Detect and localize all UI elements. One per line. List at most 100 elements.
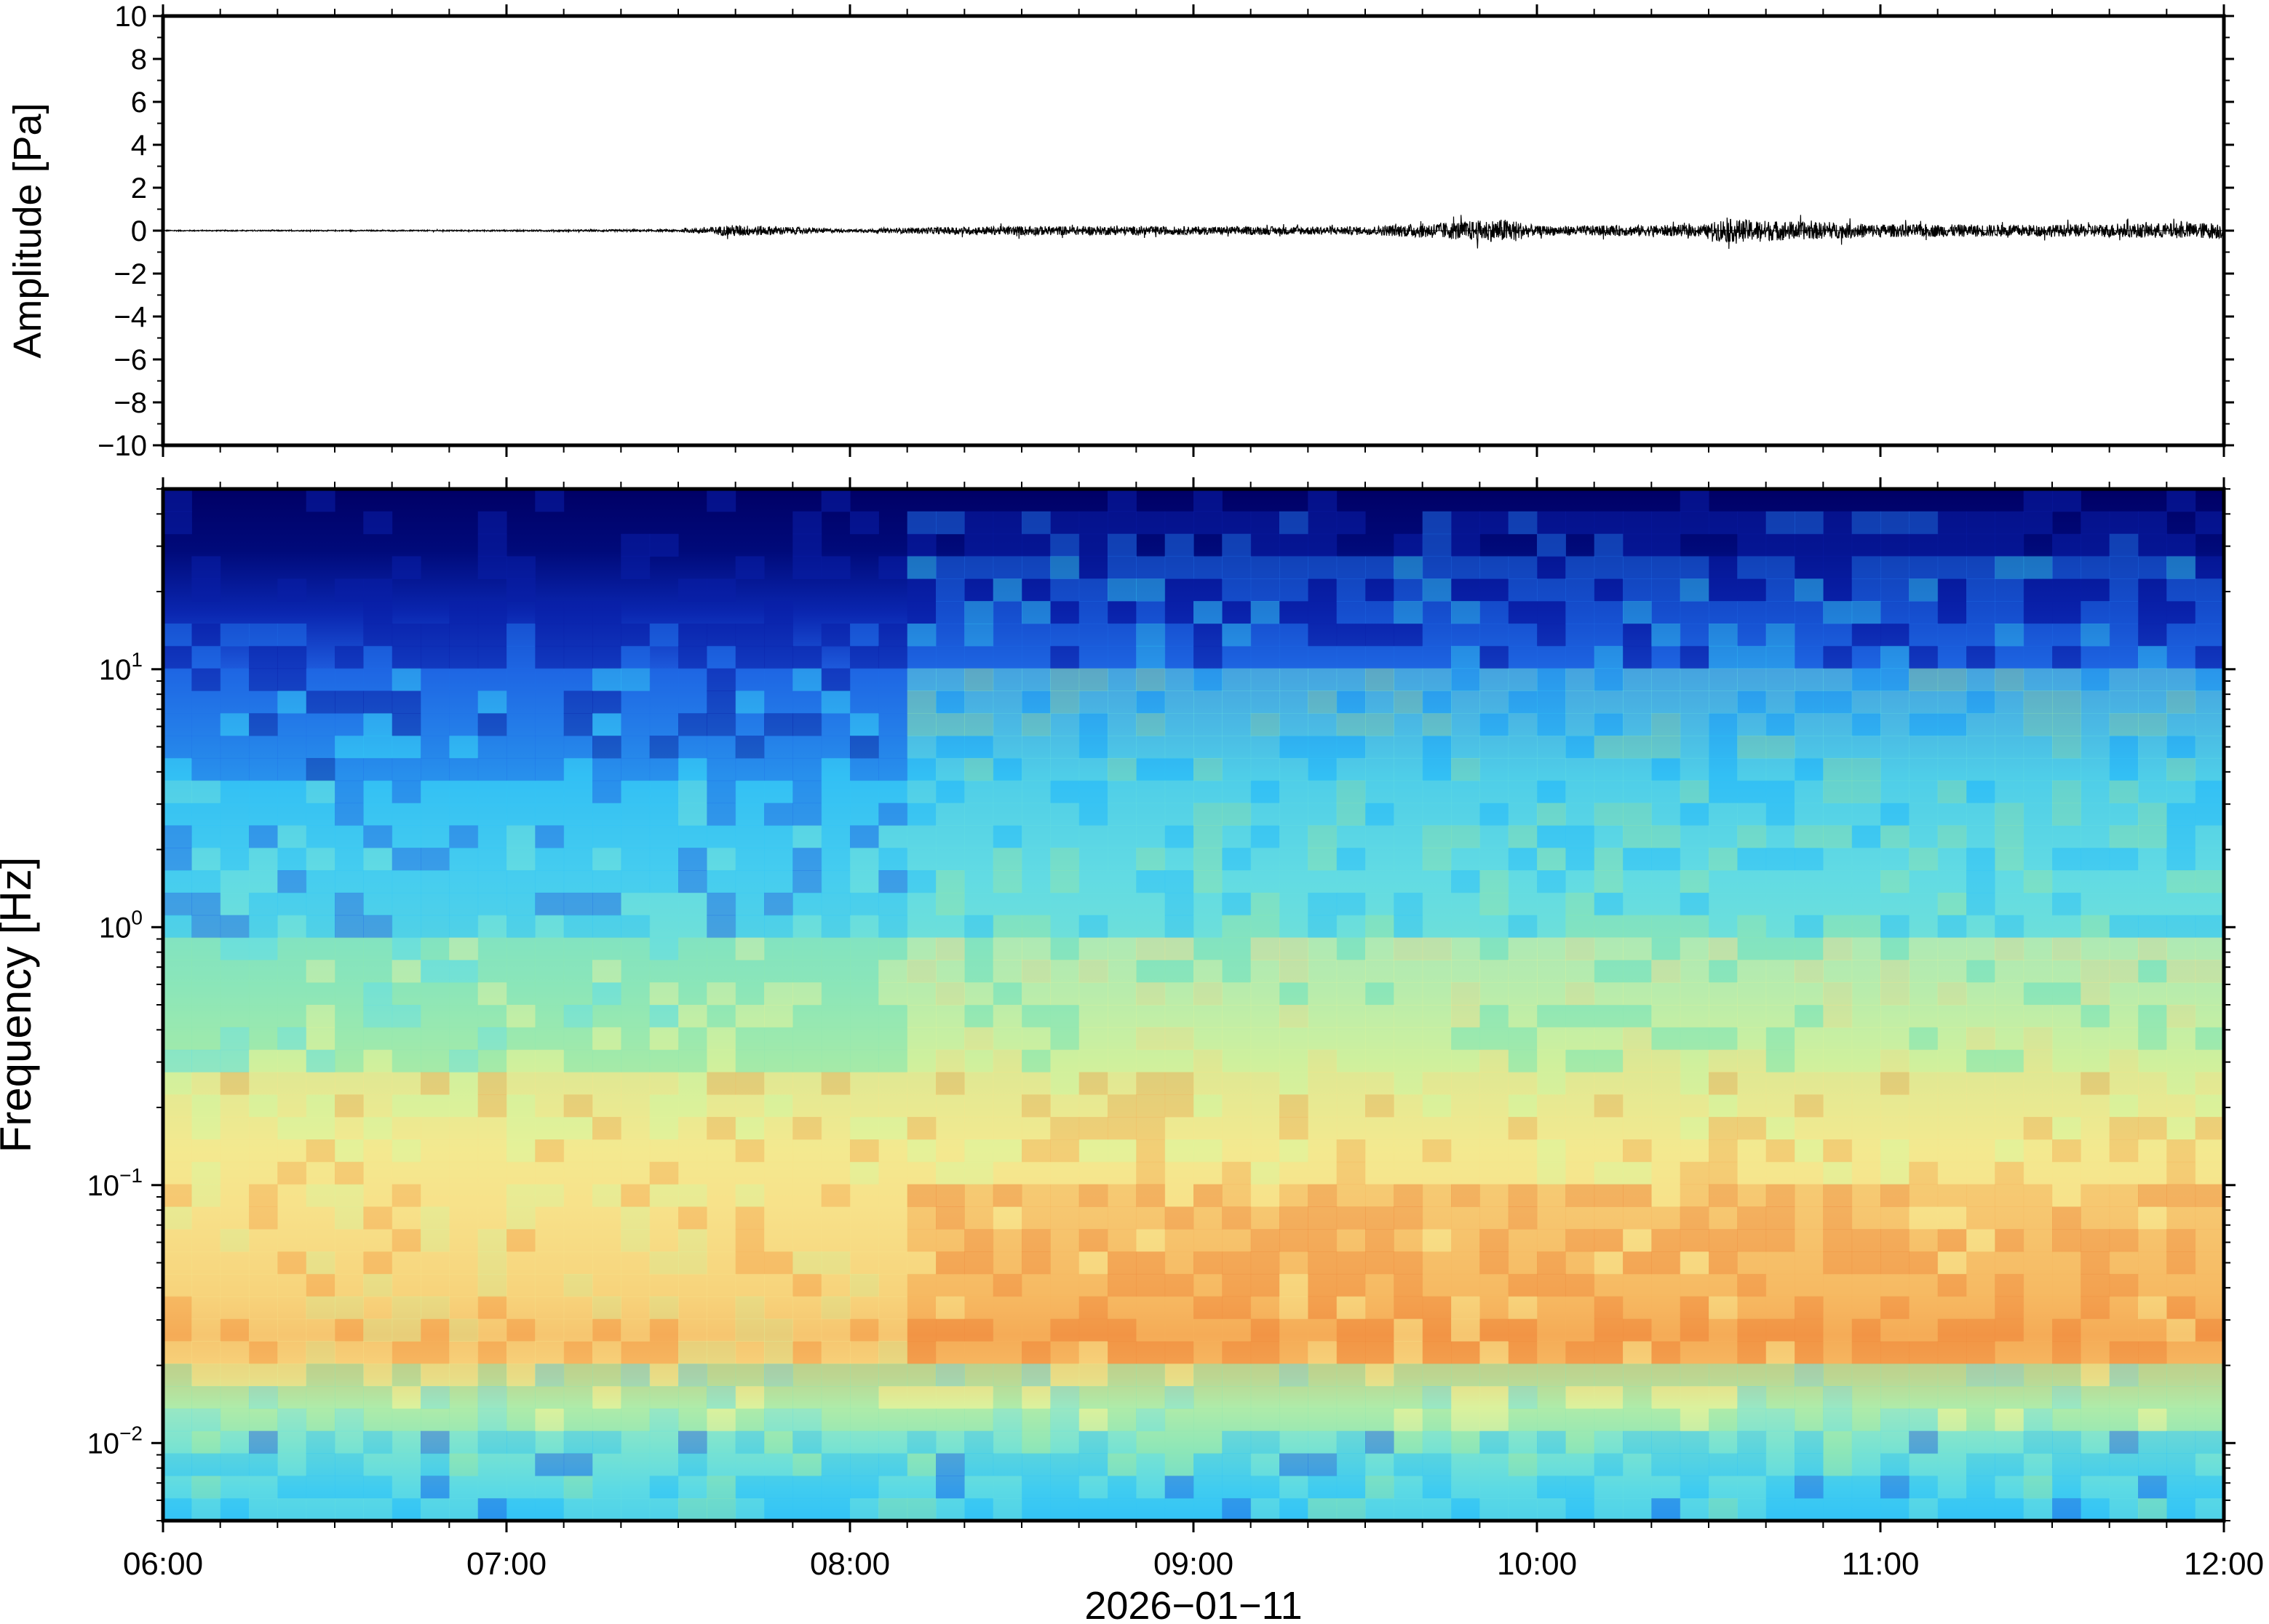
spectrogram-cell — [707, 1117, 736, 1140]
spectrogram-cell — [1909, 1476, 1939, 1499]
spectrogram-cell — [1909, 1364, 1939, 1387]
spectrogram-cell — [649, 1184, 679, 1207]
spectrogram-cell — [421, 915, 450, 939]
spectrogram-cell — [1909, 1229, 1939, 1252]
spectrogram-cell — [1050, 1139, 1080, 1163]
spectrogram-cell — [506, 825, 536, 848]
spectrogram-cell — [1050, 937, 1080, 960]
spectrogram-cell — [1966, 1341, 1995, 1364]
spectrogram-cell — [220, 1318, 250, 1342]
spectrogram-cell — [1336, 870, 1366, 893]
spectrogram-cell — [563, 1206, 593, 1230]
spectrogram-cell — [1050, 848, 1080, 871]
spectrogram-cell — [878, 870, 908, 893]
spectrogram-cell — [1078, 1498, 1108, 1521]
spectrogram-cell — [1765, 1184, 1795, 1207]
spectrogram-cell — [1737, 1072, 1767, 1095]
spectrogram-cell — [220, 1386, 250, 1409]
spectrogram-cell — [2109, 1027, 2139, 1051]
spectrogram-cell — [1680, 960, 1709, 983]
spectrogram-cell — [1508, 578, 1538, 602]
spectrogram-cell — [1795, 1498, 1824, 1521]
spectrogram-cell — [764, 1094, 793, 1118]
spectrogram-cell — [993, 1094, 1022, 1118]
time-tick-label: 12:00 — [2184, 1546, 2264, 1582]
spectrogram-cell — [764, 1453, 793, 1476]
spectrogram-cell — [2109, 1386, 2139, 1409]
spectrogram-cell — [506, 1273, 536, 1297]
spectrogram-cell — [1765, 1386, 1795, 1409]
frequency-tick-label: 10−2 — [87, 1422, 143, 1460]
spectrogram-cell — [1365, 1476, 1394, 1499]
spectrogram-cell — [1078, 757, 1108, 781]
spectrogram-cell — [392, 645, 421, 669]
spectrogram-cell — [964, 848, 994, 871]
spectrogram-cell — [2052, 1184, 2081, 1207]
spectrogram-cell — [1966, 1117, 1995, 1140]
spectrogram-cell — [1022, 578, 1051, 602]
spectrogram-cell — [1308, 489, 1338, 512]
spectrogram-cell — [936, 578, 965, 602]
spectrogram-cell — [1680, 1049, 1709, 1073]
spectrogram-cell — [1279, 915, 1308, 939]
spectrogram-cell — [363, 780, 393, 804]
spectrogram-cell — [1422, 1094, 1452, 1118]
spectrogram-cell — [1966, 757, 1995, 781]
spectrogram-cell — [1336, 690, 1366, 714]
spectrogram-cell — [1250, 645, 1280, 669]
spectrogram-cell — [306, 1386, 335, 1409]
spectrogram-cell — [993, 1184, 1022, 1207]
spectrogram-cell — [506, 624, 536, 647]
spectrogram-cell — [506, 937, 536, 960]
spectrogram-cell — [1537, 578, 1566, 602]
spectrogram-cell — [1537, 1251, 1566, 1275]
spectrogram-cell — [1308, 1005, 1338, 1028]
spectrogram-cell — [363, 825, 393, 848]
spectrogram-cell — [1737, 1386, 1767, 1409]
spectrogram-cell — [1909, 1408, 1939, 1432]
spectrogram-cell — [535, 489, 565, 512]
spectrogram-cell — [1737, 870, 1767, 893]
spectrogram-cell — [1737, 1027, 1767, 1051]
spectrogram-cell — [1565, 1049, 1595, 1073]
spectrogram-cell — [1995, 1341, 2024, 1364]
spectrogram-cell — [1508, 1229, 1538, 1252]
spectrogram-cell — [2052, 578, 2081, 602]
spectrogram-cell — [249, 624, 278, 647]
spectrogram-cell — [649, 1139, 679, 1163]
spectrogram-cell — [335, 780, 364, 804]
spectrogram-cell — [792, 780, 822, 804]
spectrogram-cell — [1451, 1229, 1480, 1252]
spectrogram-cell — [1164, 1184, 1194, 1207]
spectrogram-cell — [363, 937, 393, 960]
spectrogram-cell — [1336, 1251, 1366, 1275]
spectrogram-cell — [335, 1049, 364, 1073]
spectrogram-cell — [1880, 601, 1910, 624]
spectrogram-cell — [1336, 1386, 1366, 1409]
spectrogram-cell — [1250, 624, 1280, 647]
frequency-tick-label: 100 — [99, 906, 143, 944]
spectrogram-cell — [649, 1273, 679, 1297]
spectrogram-cell — [1680, 1430, 1709, 1454]
spectrogram-cell — [1365, 960, 1394, 983]
spectrogram-cell — [850, 1453, 879, 1476]
spectrogram-cell — [306, 982, 335, 1006]
spectrogram-cell — [1880, 803, 1910, 826]
spectrogram-cell — [1451, 1296, 1480, 1320]
spectrogram-cell — [1765, 780, 1795, 804]
spectrogram-cell — [2023, 1027, 2053, 1051]
spectrogram-cell — [1966, 1498, 1995, 1521]
spectrogram-cell — [1508, 780, 1538, 804]
spectrogram-cell — [1537, 937, 1566, 960]
spectrogram-cell — [1279, 1094, 1308, 1118]
spectrogram-cell — [1508, 937, 1538, 960]
spectrogram-cell — [1222, 1049, 1252, 1073]
spectrogram-cell — [592, 1498, 621, 1521]
spectrogram-cell — [621, 713, 651, 736]
spectrogram-cell — [678, 848, 707, 871]
spectrogram-cell — [421, 937, 450, 960]
spectrogram-cell — [1078, 825, 1108, 848]
spectrogram-cell — [1136, 848, 1166, 871]
amplitude-tick-label: 2 — [131, 172, 147, 204]
spectrogram-cell — [1537, 713, 1566, 736]
